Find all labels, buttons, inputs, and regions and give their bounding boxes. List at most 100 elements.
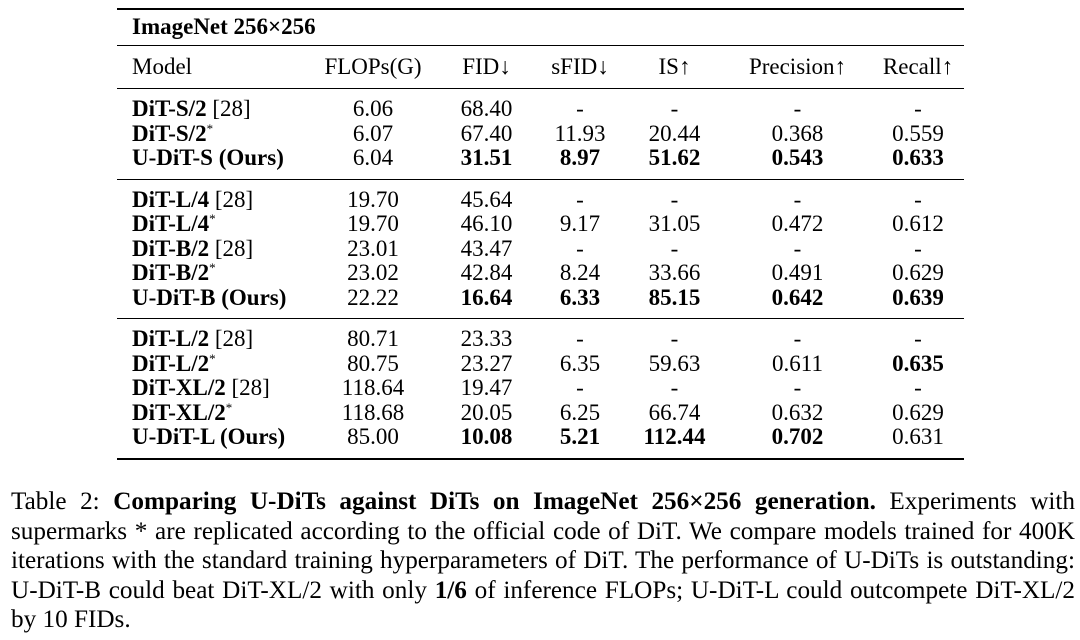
metric-cell: 0.611 <box>772 350 823 376</box>
metric-cell: 51.62 <box>648 145 701 170</box>
metric-cell: 8.24 <box>559 260 601 285</box>
table-row: DiT-S/2* 6.07 67.40 11.93 20.44 0.368 0.559 <box>117 120 964 147</box>
table-row: DiT-L/4* 19.70 46.10 9.17 31.05 0.472 0.612 <box>117 211 964 237</box>
metric-cell: 0.368 <box>771 120 824 146</box>
metric-cell: 11.93 <box>554 120 606 146</box>
caption-text-1: Experiments with supermarks * are replic… <box>11 488 1075 604</box>
citation-ref: [28] <box>209 186 254 212</box>
table-row: DiT-B/2 [28] 23.01 43.47 - - - - <box>117 235 964 262</box>
column-header: IS↑ <box>658 53 691 79</box>
metric-cell: - <box>670 375 679 400</box>
model-name: U-DiT-B (Ours) <box>132 284 287 310</box>
metric-cell: 85.15 <box>648 284 701 310</box>
model-name-cell: DiT-B/2 [28] <box>117 235 307 262</box>
dataset-title-row: ImageNet 256×256 <box>117 9 965 46</box>
replicated-marker: * <box>209 350 216 366</box>
model-name-cell: DiT-L/2* <box>117 350 307 377</box>
metric-cell: 0.472 <box>771 211 824 236</box>
metric-cell: 19.70 <box>347 211 399 236</box>
model-name: DiT-L/4 <box>132 186 210 212</box>
table-row: DiT-L/2 [28] 80.71 23.33 - - - - <box>117 318 965 352</box>
metric-cell: 22.22 <box>347 284 399 310</box>
metric-cell: 85.00 <box>347 424 399 449</box>
caption-title: Comparing U-DiTs against DiTs on ImageNe… <box>113 488 876 515</box>
metric-cell: 31.51 <box>460 145 513 170</box>
metric-cell: 0.633 <box>892 145 944 170</box>
caption-text-2: of inference FLOPs; U-DiT-L could outcom… <box>11 576 1076 634</box>
metric-cell: 0.631 <box>892 424 944 449</box>
model-name: U-DiT-L (Ours) <box>132 424 286 449</box>
metric-cell: 6.04 <box>352 145 394 170</box>
results-table: ImageNet 256×256 Model FLOPs(G) FID↓ sFID↓ I… <box>117 8 965 460</box>
metric-cell: - <box>914 235 922 261</box>
metric-cell: - <box>670 186 679 212</box>
metric-cell: 80.71 <box>347 326 399 351</box>
metric-cell: 23.27 <box>460 350 513 376</box>
metric-cell: - <box>576 375 584 400</box>
metric-cell: - <box>576 326 584 351</box>
metric-cell: 0.639 <box>892 284 944 310</box>
metric-cell: 20.44 <box>648 120 701 146</box>
metric-cell: 16.64 <box>460 284 513 310</box>
column-header: Recall↑ <box>882 53 954 79</box>
metric-cell: 66.74 <box>648 399 701 425</box>
metric-cell: - <box>576 186 584 212</box>
model-name-cell: DiT-XL/2 [28] <box>117 375 307 401</box>
table-row: DiT-S/2 [28] 6.06 68.40 - - - - <box>117 88 965 122</box>
model-name: DiT-L/2 <box>132 326 210 351</box>
metric-cell: - <box>576 235 584 261</box>
metric-cell: 67.40 <box>460 120 513 146</box>
citation-ref: [28] <box>209 326 254 351</box>
model-name-cell: DiT-L/2 [28] <box>117 319 307 352</box>
column-header: sFID↓ <box>551 53 609 79</box>
metric-cell: 80.75 <box>347 350 399 376</box>
metric-cell: 0.612 <box>892 211 944 236</box>
model-name-cell: DiT-XL/2* <box>117 400 307 426</box>
replicated-marker: * <box>209 211 216 226</box>
metric-cell: 8.97 <box>559 145 601 170</box>
metric-cell: - <box>914 186 922 212</box>
metric-cell: 20.05 <box>460 399 513 425</box>
model-name: DiT-L/4 <box>132 211 210 236</box>
metric-cell: 43.47 <box>460 235 513 261</box>
metric-cell: 59.63 <box>648 350 701 376</box>
metric-cell: - <box>793 186 802 212</box>
metric-cell: 23.01 <box>347 235 399 261</box>
model-name-cell: U-DiT-S (Ours) <box>117 145 307 179</box>
table-row: DiT-B/2* 23.02 42.84 8.24 33.66 0.491 0.629 <box>117 260 964 286</box>
metric-cell: 19.70 <box>347 186 399 212</box>
metric-cell: 23.33 <box>460 326 513 351</box>
metric-cell: - <box>914 375 922 400</box>
metric-cell: 0.629 <box>892 399 944 425</box>
citation-ref: [28] <box>225 375 270 400</box>
replicated-marker: * <box>209 260 216 275</box>
metric-cell: 0.635 <box>892 350 944 376</box>
metric-cell: 10.08 <box>460 424 513 449</box>
metric-cell: 42.84 <box>460 260 513 285</box>
caption-bold-fraction: 1/6 <box>434 576 467 604</box>
metric-cell: 45.64 <box>460 186 513 212</box>
column-header: Model <box>132 53 193 79</box>
metric-cell: 6.33 <box>559 284 601 310</box>
metric-cell: 6.25 <box>559 399 601 425</box>
caption-label: Table 2: <box>11 488 114 515</box>
citation-ref: [28] <box>209 235 254 261</box>
metric-cell: 118.64 <box>341 375 405 400</box>
table-row: U-DiT-S (Ours) 6.04 31.51 8.97 51.62 0.543 0.6… <box>117 145 964 179</box>
metric-cell: - <box>793 326 802 351</box>
metric-cell: 0.491 <box>771 260 824 285</box>
model-name-cell: DiT-B/2* <box>117 260 307 286</box>
metric-cell: 112.44 <box>643 424 706 449</box>
metric-cell: 0.629 <box>892 260 944 285</box>
table-header-row: Model FLOPs(G) FID↓ sFID↓ IS↑ Precision↑ Recal… <box>117 45 965 89</box>
model-name-cell: U-DiT-L (Ours) <box>117 424 307 459</box>
column-header: FLOPs(G) <box>324 53 422 79</box>
model-name: DiT-B/2 <box>132 235 210 261</box>
metric-cell: 23.02 <box>347 260 399 285</box>
model-name: DiT-XL/2 <box>132 375 226 400</box>
model-name-cell: DiT-L/4 [28] <box>117 179 307 212</box>
results-table-container: ImageNet 256×256 Model FLOPs(G) FID↓ sFID↓ I… <box>117 8 965 460</box>
metric-cell: - <box>576 96 584 121</box>
citation-ref: [28] <box>206 96 251 121</box>
table-caption: Table 2: Comparing U-DiTs against DiTs o… <box>11 487 1075 635</box>
